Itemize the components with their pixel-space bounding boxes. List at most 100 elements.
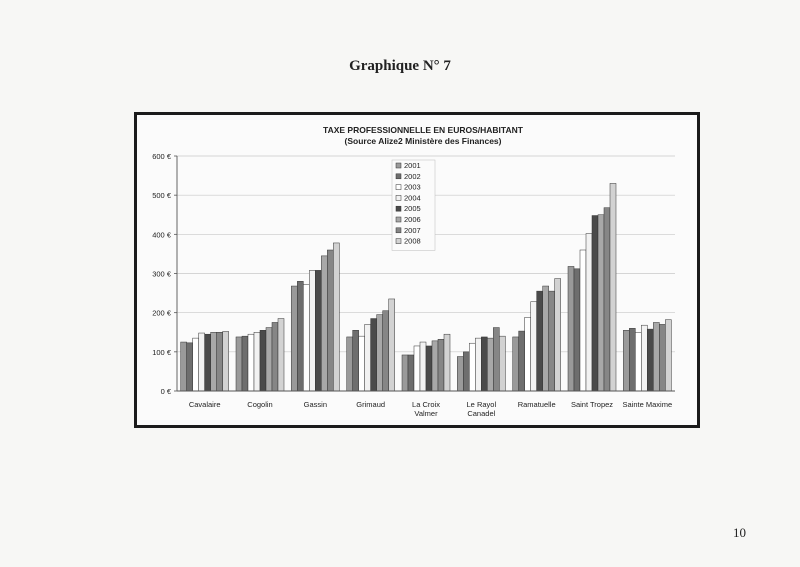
bar-2002-4 bbox=[407, 354, 415, 392]
bar-2002-1 bbox=[241, 335, 249, 392]
bar-2005-0 bbox=[204, 333, 211, 392]
bar-2002-0 bbox=[186, 342, 193, 392]
bar-2003-6 bbox=[524, 317, 531, 392]
bar-2005-7 bbox=[591, 215, 599, 392]
page-number: 10 bbox=[733, 525, 746, 540]
bar-2004-1 bbox=[253, 332, 261, 392]
bar-2007-5 bbox=[493, 327, 500, 392]
bar-2001-0 bbox=[180, 341, 187, 392]
x-tick-label: Grimaud bbox=[356, 400, 385, 409]
legend-swatch bbox=[395, 162, 402, 169]
bar-2007-3 bbox=[382, 310, 389, 392]
bar-2006-2 bbox=[321, 255, 328, 392]
legend-swatch bbox=[395, 173, 402, 180]
page-title: Graphique N° 7 bbox=[349, 58, 451, 74]
y-tick-label: 400 € bbox=[152, 230, 172, 239]
bar-2003-7 bbox=[579, 249, 587, 392]
y-tick-label: 200 € bbox=[152, 309, 172, 318]
axes: 0 € 100 € 200 € 300 € 400 € 500 € 600 € Cavalai… bbox=[152, 152, 675, 418]
y-tick-label: 500 € bbox=[152, 191, 172, 200]
legend-swatch bbox=[395, 184, 402, 190]
bar-2008-0 bbox=[222, 331, 229, 392]
bars bbox=[180, 183, 672, 392]
legend-label: 2006 bbox=[404, 215, 421, 224]
legend-label: 2007 bbox=[404, 226, 421, 235]
bar-2003-4 bbox=[413, 345, 421, 392]
bar-2001-8 bbox=[623, 330, 630, 392]
bar-2008-3 bbox=[388, 298, 395, 392]
bar-2005-4 bbox=[425, 345, 433, 392]
bar-2006-4 bbox=[431, 340, 439, 392]
bar-2006-3 bbox=[376, 314, 383, 392]
x-tick-label: Cogolin bbox=[247, 400, 272, 409]
bar-2002-3 bbox=[352, 330, 359, 392]
bar-2004-6 bbox=[530, 301, 537, 392]
bar-2006-7 bbox=[597, 214, 605, 392]
bar-2001-3 bbox=[346, 336, 353, 392]
chart-subtitle: (Source Alize2 Ministère des Finances) bbox=[345, 136, 502, 146]
legend-label: 2008 bbox=[404, 237, 421, 246]
bar-2006-1 bbox=[265, 327, 273, 392]
bar-2006-6 bbox=[542, 285, 549, 392]
bar-2007-0 bbox=[216, 332, 223, 392]
bar-2005-8 bbox=[647, 328, 654, 392]
bar-2001-1 bbox=[235, 336, 243, 392]
bar-2002-6 bbox=[518, 330, 525, 392]
bar-2004-7 bbox=[585, 233, 593, 392]
bar-2003-8 bbox=[635, 332, 642, 392]
x-tick-label: La Croix Valmer bbox=[412, 400, 440, 418]
bar-2004-4 bbox=[419, 341, 427, 392]
bar-2007-8 bbox=[659, 324, 666, 392]
bar-2003-2 bbox=[303, 284, 310, 392]
x-tick-label: Sainte Maxime bbox=[623, 400, 673, 409]
bar-2007-2 bbox=[327, 249, 334, 392]
y-tick-label: 0 € bbox=[161, 387, 172, 396]
legend-label: 2004 bbox=[404, 193, 421, 202]
y-tick-label: 100 € bbox=[152, 348, 172, 357]
bar-2006-5 bbox=[487, 337, 494, 392]
x-tick-label: Saint Tropez bbox=[571, 400, 613, 409]
legend-label: 2001 bbox=[404, 161, 421, 170]
bar-2007-6 bbox=[548, 290, 555, 392]
x-tick-label: Cavalaire bbox=[189, 400, 221, 409]
bar-2003-0 bbox=[192, 337, 199, 392]
legend-swatch bbox=[395, 195, 402, 201]
y-tick-label: 300 € bbox=[152, 270, 172, 279]
bar-2005-5 bbox=[481, 336, 488, 392]
chart-frame: 0 € 100 € 200 € 300 € 400 € 500 € 600 € Cavalai… bbox=[134, 112, 700, 428]
x-tick-label: Ramatuelle bbox=[518, 400, 556, 409]
bar-2005-3 bbox=[370, 318, 377, 392]
legend-swatch bbox=[395, 216, 402, 223]
bar-2008-1 bbox=[277, 318, 285, 392]
bar-2004-8 bbox=[641, 324, 648, 392]
bar-2004-5 bbox=[475, 337, 482, 392]
legend-label: 2005 bbox=[404, 204, 421, 213]
x-tick-label: Le Rayol Canadel bbox=[467, 400, 497, 418]
bar-2008-8 bbox=[665, 319, 672, 392]
y-tick-label: 600 € bbox=[152, 152, 172, 161]
bar-2002-8 bbox=[629, 328, 636, 392]
bar-2006-0 bbox=[210, 332, 217, 392]
bar-2007-1 bbox=[271, 322, 279, 392]
bar-2003-1 bbox=[247, 333, 255, 392]
bar-2004-0 bbox=[198, 332, 205, 392]
bar-2001-7 bbox=[567, 266, 575, 392]
bar-2005-1 bbox=[259, 330, 267, 392]
bar-2003-3 bbox=[358, 335, 365, 392]
bar-2004-2 bbox=[309, 270, 316, 392]
bar-2005-2 bbox=[315, 270, 322, 392]
bar-2001-2 bbox=[291, 285, 298, 392]
bar-2002-2 bbox=[297, 281, 304, 392]
legend-label: 2003 bbox=[404, 183, 421, 192]
bar-2002-5 bbox=[463, 351, 470, 392]
bar-2008-7 bbox=[609, 183, 617, 392]
bar-2001-4 bbox=[401, 354, 409, 392]
bar-2002-7 bbox=[573, 268, 581, 392]
bar-2008-5 bbox=[499, 335, 506, 392]
bar-2001-6 bbox=[512, 336, 519, 392]
bar-2001-5 bbox=[457, 356, 464, 392]
chart-title: TAXE PROFESSIONNELLE EN EUROS/HABITANT bbox=[323, 125, 524, 135]
bar-2008-4 bbox=[443, 333, 451, 392]
bar-2008-2 bbox=[333, 242, 340, 392]
